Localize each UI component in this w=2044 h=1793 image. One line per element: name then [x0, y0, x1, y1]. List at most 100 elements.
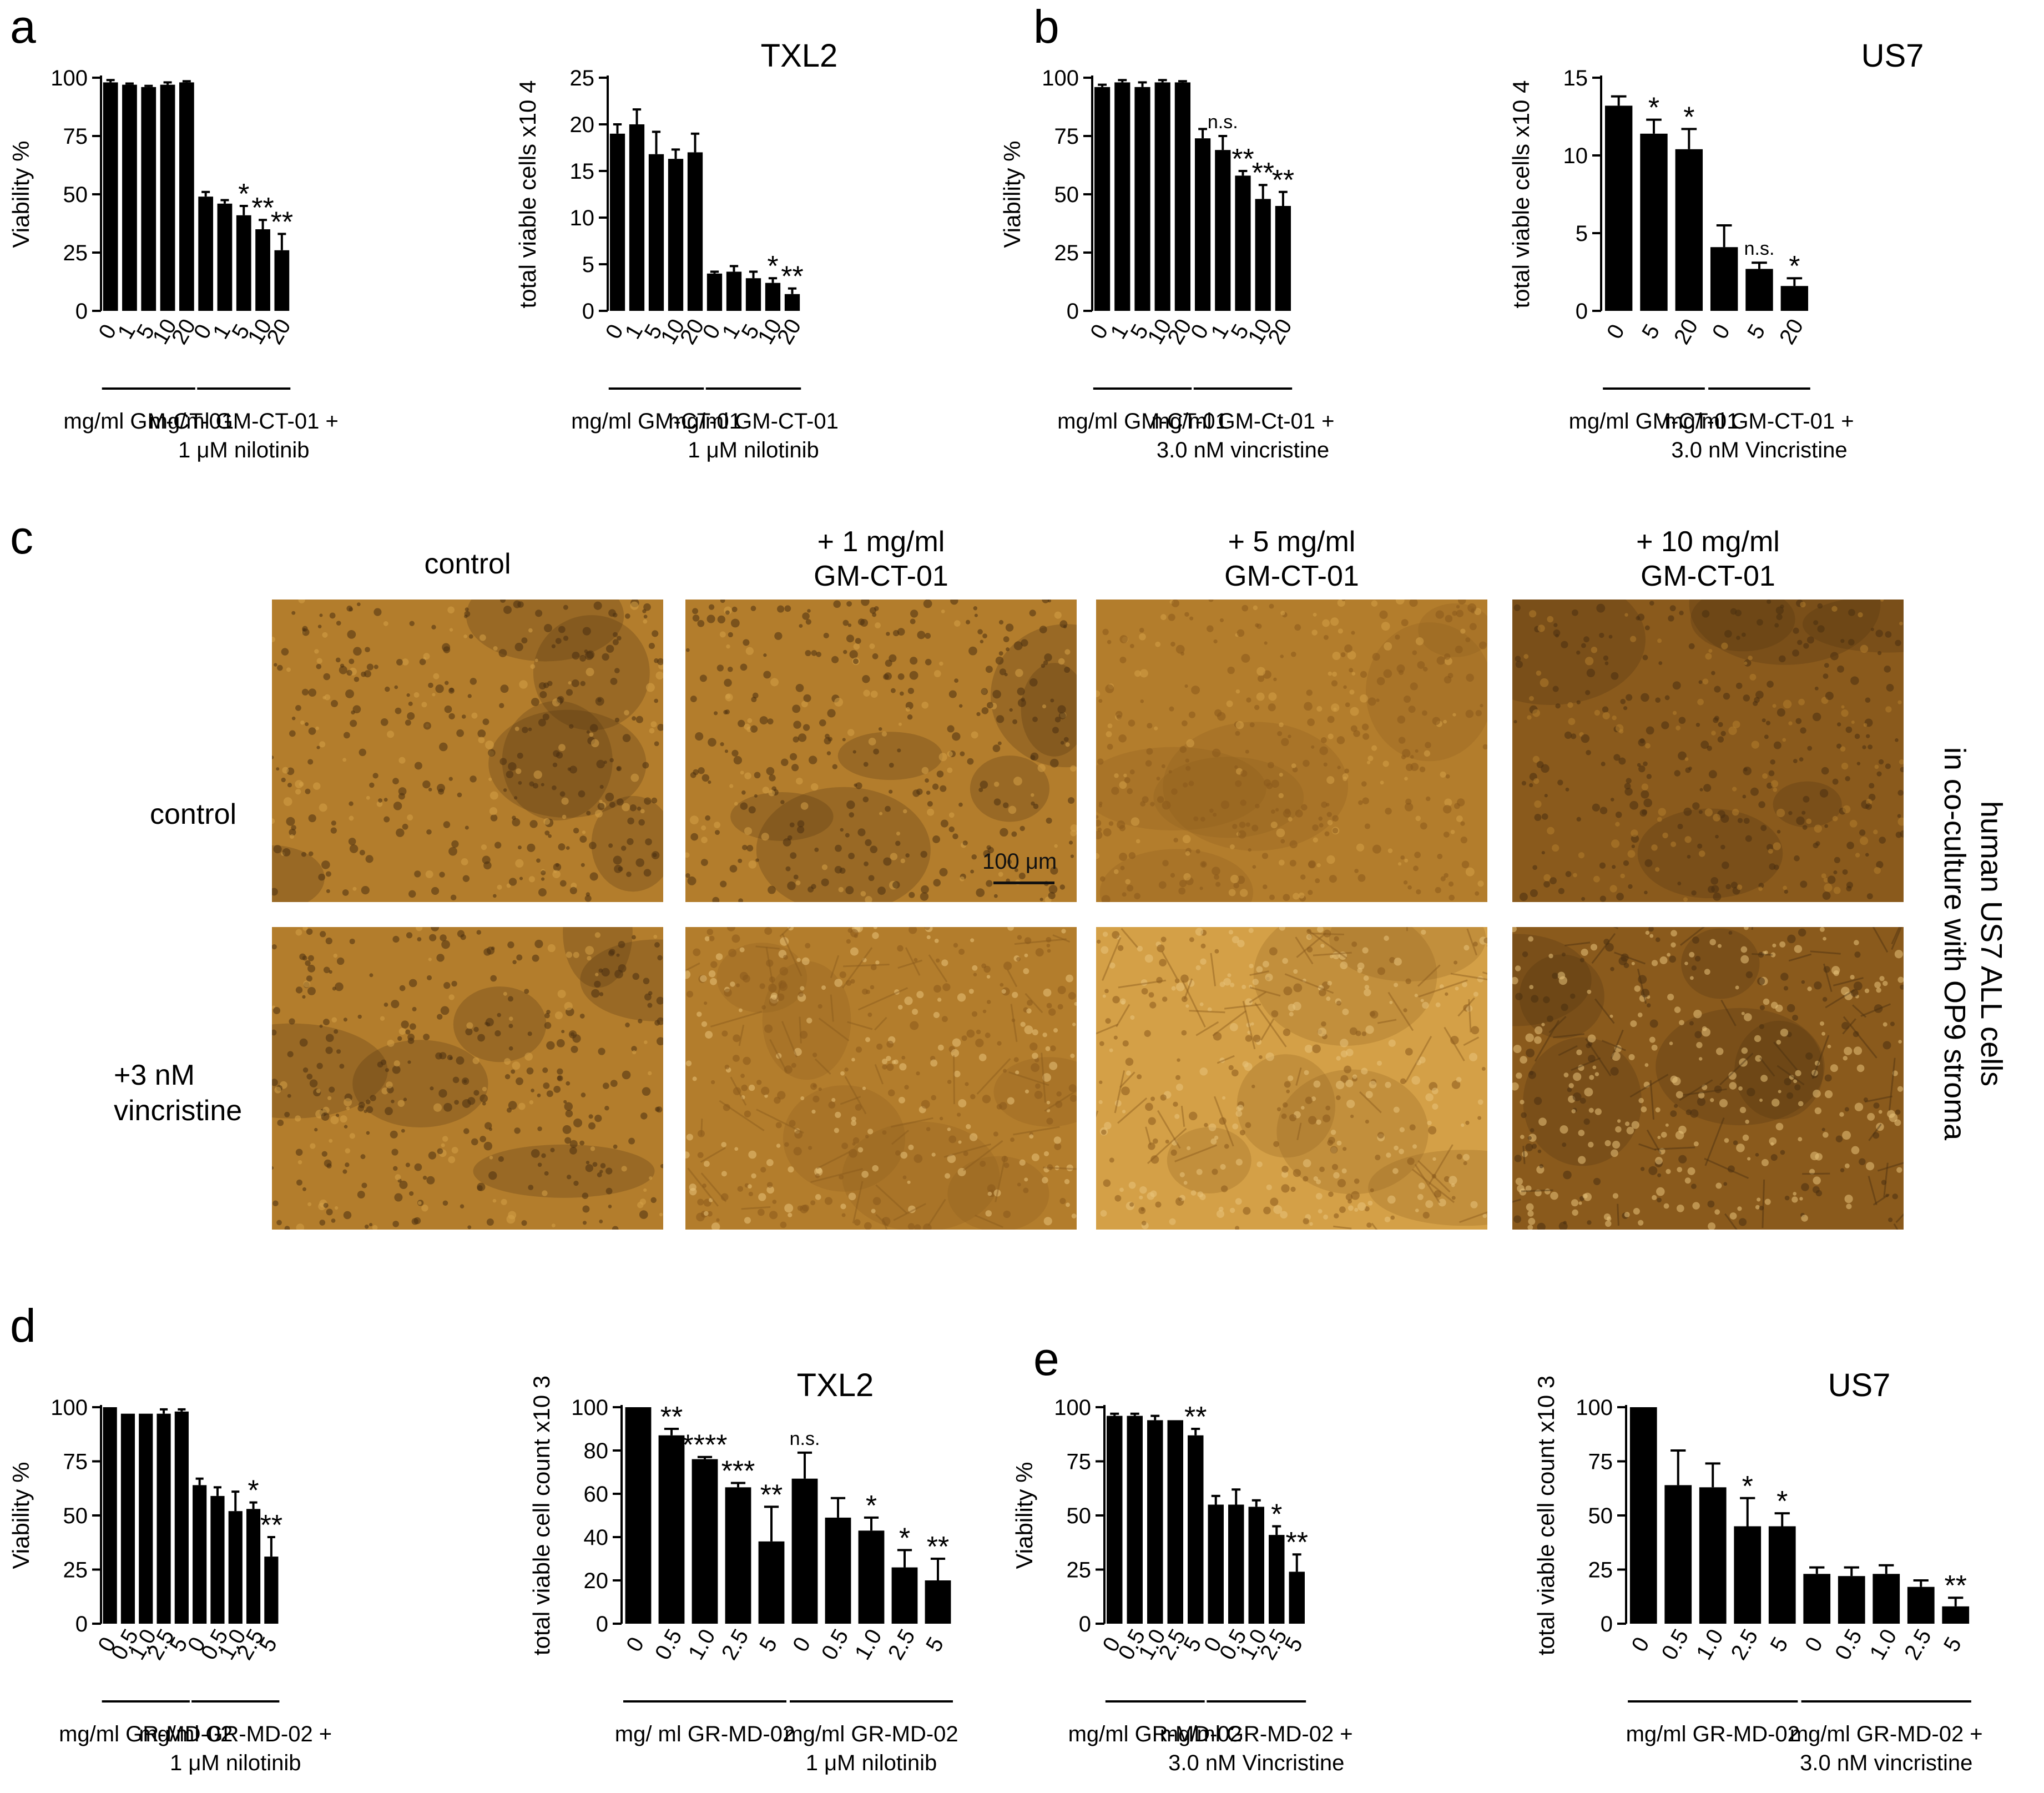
cell: [1833, 816, 1838, 822]
cell: [1633, 1208, 1640, 1215]
cell: [741, 790, 746, 795]
cell: [1209, 809, 1214, 813]
cell: [442, 1136, 448, 1142]
cell: [1739, 1218, 1747, 1226]
cell: [572, 679, 579, 687]
cell: [1669, 956, 1676, 963]
cell: [1738, 1086, 1743, 1091]
cell: [477, 930, 482, 935]
cell: [962, 1035, 967, 1041]
cell: [427, 975, 432, 980]
cell: [900, 692, 904, 696]
cell: [803, 694, 811, 702]
cell: [1255, 804, 1260, 809]
cell: [604, 1106, 609, 1111]
cell: [514, 796, 517, 799]
y-tick-label: 0: [1576, 299, 1588, 324]
cell: [982, 633, 987, 638]
cell: [463, 1079, 467, 1083]
cell: [386, 1081, 392, 1088]
significance-label: **: [1232, 143, 1254, 175]
cell: [710, 961, 717, 968]
cell: [1351, 1191, 1360, 1200]
y-tick-label: 25: [1067, 1558, 1092, 1583]
cell: [1200, 887, 1203, 890]
cell: [1147, 723, 1152, 728]
cell: [581, 1092, 586, 1097]
cell: [1385, 1082, 1391, 1088]
cell: [831, 1098, 835, 1102]
cell: [985, 1033, 991, 1038]
cell: [1537, 761, 1544, 768]
bar: [1289, 1572, 1305, 1624]
cell: [432, 693, 435, 696]
cell: [1678, 1126, 1687, 1134]
x-tick-label: 0: [1800, 1633, 1828, 1656]
cell: [583, 627, 591, 635]
cell: [738, 859, 742, 863]
cell: [888, 1090, 895, 1097]
cell: [649, 643, 655, 649]
bar: [746, 278, 761, 311]
cell: [1173, 838, 1178, 842]
cell: [1667, 994, 1674, 1000]
cell: [1259, 1055, 1263, 1059]
cell: [958, 1099, 966, 1107]
cell: [1552, 973, 1558, 979]
cell: [1658, 808, 1666, 815]
cell: [406, 693, 410, 697]
cell: [1344, 644, 1352, 653]
cell: [295, 1115, 301, 1121]
cell: [1578, 1201, 1582, 1205]
cell: [886, 632, 890, 636]
cell: [647, 1003, 652, 1008]
cell: [484, 1122, 492, 1129]
cell: [1660, 956, 1668, 964]
cell: [1048, 892, 1056, 899]
cell: [630, 774, 639, 782]
cell: [346, 670, 352, 676]
cell: [853, 750, 856, 753]
cell: [470, 678, 477, 684]
cell: [326, 938, 332, 944]
bar: [246, 1509, 260, 1624]
cell: [1661, 1132, 1667, 1138]
cell: [555, 1011, 563, 1019]
cell: [1047, 1003, 1052, 1009]
cell: [1793, 628, 1799, 634]
chart-title: US7: [1828, 1367, 1891, 1403]
cell: [1326, 996, 1330, 1001]
cell: [882, 1130, 886, 1135]
cell: [768, 984, 776, 992]
cell: [1432, 717, 1441, 726]
cell: [1825, 1090, 1833, 1098]
cell: [1336, 1095, 1341, 1100]
cell: [1155, 1201, 1162, 1207]
cell: [1185, 1004, 1189, 1008]
cell: [366, 1131, 370, 1135]
cell: [1675, 726, 1680, 731]
cell: [1351, 725, 1357, 732]
cell: [1558, 888, 1564, 894]
cell: [1855, 734, 1860, 739]
cell: [707, 929, 713, 935]
cell: [784, 1142, 789, 1147]
cell: [405, 719, 411, 726]
cell: [451, 981, 457, 986]
cell: [632, 935, 636, 940]
cell: [1293, 1169, 1301, 1177]
cell: [999, 1102, 1007, 1110]
panel-letter-c: c: [10, 511, 33, 565]
cell: [1676, 1091, 1683, 1098]
cell: [864, 862, 869, 867]
cell: [1185, 766, 1190, 771]
cell: [805, 943, 810, 949]
cell: [1054, 844, 1058, 848]
cell: [1820, 789, 1828, 797]
cell: [1528, 1071, 1536, 1079]
cell: [997, 1041, 1001, 1046]
cell: [487, 1218, 494, 1226]
cell: [1010, 1137, 1015, 1142]
